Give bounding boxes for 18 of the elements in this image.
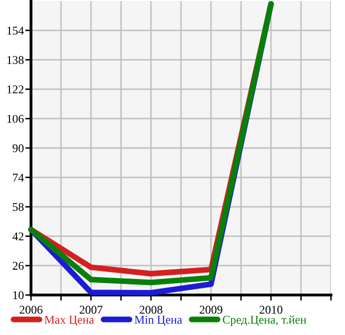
x-tick-label: 2009 xyxy=(200,306,222,314)
x-tick-label: 2010 xyxy=(260,306,282,314)
y-tick-label: 42 xyxy=(12,232,24,240)
y-tick-label: 106 xyxy=(7,114,24,123)
legend-label: Сред.Цена, т.йен xyxy=(222,315,306,326)
x-tick-label: 2008 xyxy=(140,306,162,314)
y-tick-label: 58 xyxy=(12,203,24,212)
x-tick-label: 2006 xyxy=(20,306,42,314)
y-tick-label: 74 xyxy=(13,174,24,182)
y-tick-label: 138 xyxy=(7,56,24,64)
y-tick-label: 90 xyxy=(12,144,24,152)
y-tick-label: 10 xyxy=(13,291,24,300)
x-tick-label: 2007 xyxy=(80,306,102,314)
legend-label: Max Цена xyxy=(44,316,94,326)
y-tick-label: 154 xyxy=(7,26,24,35)
y-tick-label: 122 xyxy=(7,85,24,94)
legend-label: Min Цена xyxy=(134,316,182,326)
y-tick-label: 26 xyxy=(12,262,24,270)
